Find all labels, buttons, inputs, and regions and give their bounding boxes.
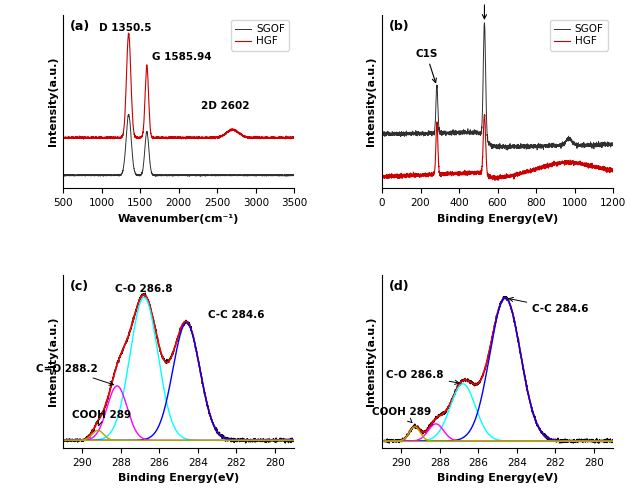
- Text: C=O 288.2: C=O 288.2: [36, 365, 113, 385]
- Text: (d): (d): [389, 280, 410, 293]
- Text: C-C 284.6: C-C 284.6: [509, 297, 588, 314]
- Text: O1S: O1S: [473, 0, 496, 19]
- X-axis label: Binding Energy(eV): Binding Energy(eV): [437, 214, 558, 224]
- Text: COOH 289: COOH 289: [72, 410, 131, 426]
- Text: C-O 286.8: C-O 286.8: [115, 284, 173, 294]
- Text: (c): (c): [70, 280, 89, 293]
- Legend: SGOF, HGF: SGOF, HGF: [231, 20, 289, 51]
- X-axis label: Wavenumber(cm⁻¹): Wavenumber(cm⁻¹): [118, 214, 240, 224]
- Legend: SGOF, HGF: SGOF, HGF: [550, 20, 608, 51]
- Text: G 1585.94: G 1585.94: [152, 52, 211, 62]
- Text: (a): (a): [70, 20, 90, 33]
- Text: (b): (b): [389, 20, 410, 33]
- Y-axis label: Intensity(a.u.): Intensity(a.u.): [47, 317, 58, 406]
- Text: C-O 286.8: C-O 286.8: [386, 370, 459, 384]
- Text: C-C 284.6: C-C 284.6: [207, 310, 264, 320]
- Y-axis label: Intensity(a.u.): Intensity(a.u.): [47, 57, 58, 146]
- X-axis label: Binding Energy(eV): Binding Energy(eV): [118, 474, 240, 484]
- Text: COOH 289: COOH 289: [372, 407, 431, 423]
- Y-axis label: Intensity(a.u.): Intensity(a.u.): [367, 317, 377, 406]
- Text: 2D 2602: 2D 2602: [201, 101, 249, 111]
- Text: C1S: C1S: [415, 49, 437, 83]
- Text: D 1350.5: D 1350.5: [99, 23, 152, 33]
- Y-axis label: Intensity(a.u.): Intensity(a.u.): [367, 57, 377, 146]
- X-axis label: Binding Energy(eV): Binding Energy(eV): [437, 474, 558, 484]
